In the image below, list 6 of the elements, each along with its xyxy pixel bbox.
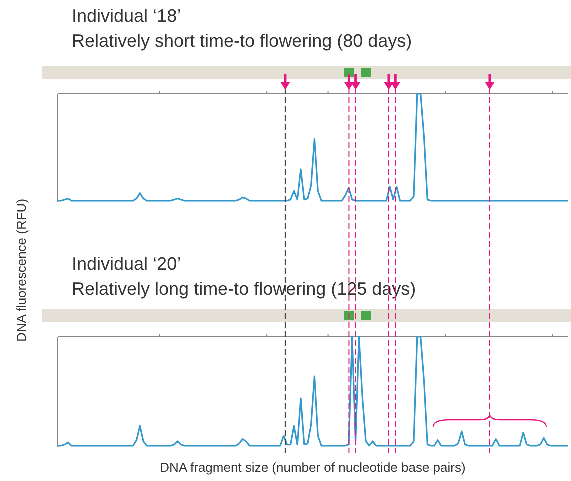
chart-title: Individual ‘18’	[72, 6, 182, 26]
chart-title: Individual ‘20’	[72, 254, 182, 274]
chart-subtitle: Relatively long time-to flowering (125 days)	[72, 279, 416, 299]
y-axis-title: DNA fluorescence (RFU)	[14, 198, 29, 342]
x-axis-title: DNA fragment size (number of nucleotide base pairs)	[160, 460, 466, 475]
chart-subtitle: Relatively short time-to flowering (80 days)	[72, 31, 412, 51]
